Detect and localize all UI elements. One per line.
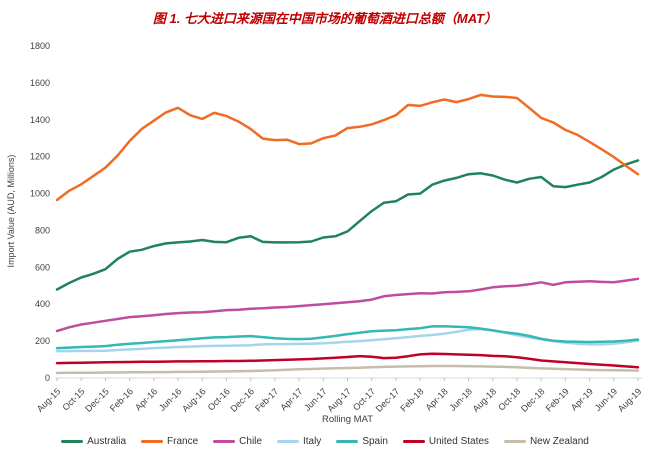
series-line-new-zealand — [55, 364, 640, 375]
legend-swatch-united-states — [402, 440, 425, 443]
legend-item-chile: Chile — [213, 436, 262, 447]
legend-label-france: France — [167, 436, 199, 447]
x-tick-label: Jun-17 — [302, 386, 329, 413]
x-tick-label: Dec-16 — [228, 386, 256, 414]
legend-label-spain: Spain — [362, 436, 388, 447]
x-tick-label: Feb-18 — [398, 386, 425, 413]
chart-title: 图 1. 七大进口来源国在中国市场的葡萄酒进口总额（MAT） — [152, 11, 498, 26]
series-line-spain — [55, 324, 640, 350]
legend-label-new-zealand: New Zealand — [529, 436, 589, 447]
legend-item-spain: Spain — [336, 436, 388, 447]
y-tick-label: 800 — [35, 225, 50, 235]
x-tick-label: Oct-18 — [496, 386, 522, 412]
series-line-france — [55, 93, 640, 202]
x-tick-label: Feb-16 — [108, 386, 135, 413]
x-tick-label: Dec-18 — [519, 386, 547, 414]
x-tick-label: Feb-17 — [253, 386, 280, 413]
legend-swatch-australia — [61, 440, 84, 443]
x-tick-label: Jun-16 — [157, 386, 184, 413]
y-tick-label: 1200 — [30, 152, 50, 162]
y-tick-label: 1000 — [30, 189, 50, 199]
y-tick-label: 1800 — [30, 41, 50, 51]
y-tick-label: 1600 — [30, 78, 50, 88]
legend-label-italy: Italy — [302, 436, 322, 447]
y-tick-label: 0 — [45, 373, 50, 383]
x-tick-label: Apr-16 — [133, 386, 159, 412]
x-tick-label: Dec-17 — [374, 386, 402, 414]
legend-swatch-italy — [276, 440, 299, 443]
legend-swatch-new-zealand — [503, 440, 526, 443]
x-tick-label: Aug-16 — [180, 386, 208, 414]
x-axis-title: Rolling MAT — [321, 414, 374, 425]
x-tick-label: Feb-19 — [544, 386, 571, 413]
x-tick-label: Aug-19 — [616, 386, 644, 414]
legend-label-australia: Australia — [87, 436, 127, 447]
legend-item-australia: Australia — [61, 436, 126, 447]
legend-item-italy: Italy — [276, 436, 322, 447]
x-tick-label: Apr-18 — [424, 386, 450, 412]
x-tick-label: Aug-18 — [471, 386, 499, 414]
series-line-chile — [55, 277, 640, 333]
y-tick-label: 200 — [35, 336, 50, 346]
legend-swatch-france — [141, 440, 164, 443]
x-tick-label: Oct-17 — [351, 386, 377, 412]
series-line-united-states — [55, 352, 640, 369]
legend-item-france: France — [141, 436, 198, 447]
legend-swatch-spain — [336, 440, 359, 443]
x-tick-label: Aug-15 — [35, 386, 63, 414]
legend-item-united-states: United States — [402, 436, 489, 447]
y-tick-label: 400 — [35, 299, 50, 309]
x-tick-label: Jun-18 — [447, 386, 474, 413]
series-line-australia — [55, 159, 640, 291]
x-tick-label: Aug-17 — [325, 386, 353, 414]
x-tick-label: Apr-17 — [278, 386, 304, 412]
legend-swatch-chile — [213, 440, 236, 443]
chart-legend: Australia France Chile Italy Spain United Sta… — [0, 436, 650, 447]
y-tick-label: 1400 — [30, 115, 50, 125]
x-tick-label: Dec-15 — [83, 386, 111, 414]
legend-item-new-zealand: New Zealand — [503, 436, 589, 447]
x-tick-label: Jun-19 — [593, 386, 620, 413]
x-tick-label: Apr-19 — [569, 386, 595, 412]
x-tick-label: Oct-16 — [206, 386, 232, 412]
y-tick-label: 600 — [35, 262, 50, 272]
legend-label-chile: Chile — [239, 436, 262, 447]
x-tick-label: Oct-15 — [60, 386, 86, 412]
y-axis-title: Import Value (AUD, Millions) — [6, 154, 16, 268]
legend-label-united-states: United States — [428, 436, 489, 447]
